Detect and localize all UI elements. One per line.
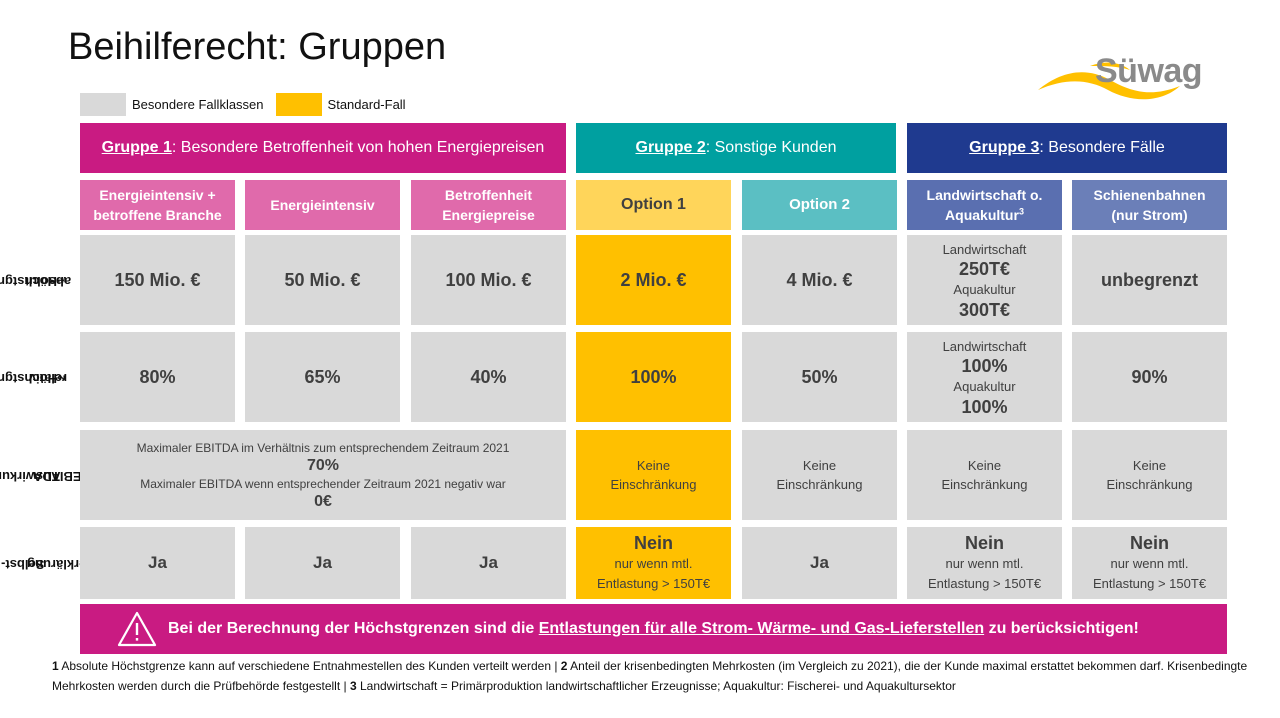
group-header-2: Gruppe 2: Sonstige Kunden — [576, 123, 896, 173]
cell-selbst-5: Ja — [742, 527, 897, 599]
row-label-absolut: Höchstgrenzeabsolut1 — [0, 273, 71, 289]
suewag-logo-swoosh-icon — [1038, 62, 1180, 100]
subheader-schienenbahnen: Schienenbahnen (nur Strom) — [1072, 180, 1227, 230]
cell-ebitda-7: Keine Einschränkung — [1072, 430, 1227, 520]
cell-ebitda-5: Keine Einschränkung — [742, 430, 897, 520]
group-header-1: Gruppe 1: Besondere Betroffenheit von ho… — [80, 123, 566, 173]
cell-relativ-5: 50% — [742, 332, 897, 422]
group-name: Gruppe 2 — [635, 139, 706, 156]
subheader-landwirtschaft: Landwirtschaft o. Aquakultur3 — [907, 180, 1062, 230]
cell-selbst-7: Nein nur wenn mtl. Entlastung > 150T€ — [1072, 527, 1227, 599]
warning-text-end: zu berücksichtigen! — [984, 620, 1139, 637]
cell-ebitda-4: Keine Einschränkung — [576, 430, 731, 520]
legend-swatch-grey — [80, 93, 126, 116]
logo-text: Süwag — [1095, 52, 1203, 90]
cell-absolut-1: 150 Mio. € — [80, 235, 235, 325]
page-title: Beihilferecht: Gruppen — [68, 26, 447, 68]
legend: Besondere Fallklassen Standard-Fall — [80, 93, 418, 116]
subheader-energieintensiv-branche: Energieintensiv + betroffene Branche — [80, 180, 235, 230]
cell-absolut-4: 2 Mio. € — [576, 235, 731, 325]
cell-relativ-4: 100% — [576, 332, 731, 422]
cell-relativ-3: 40% — [411, 332, 566, 422]
cell-ebitda-6: Keine Einschränkung — [907, 430, 1062, 520]
legend-label: Besondere Fallklassen — [132, 97, 264, 112]
cell-selbst-1: Ja — [80, 527, 235, 599]
subheader-betroffenheit: Betroffenheit Energiepreise — [411, 180, 566, 230]
cell-relativ-2: 65% — [245, 332, 400, 422]
group-name: Gruppe 3 — [969, 139, 1040, 156]
cell-selbst-6: Nein nur wenn mtl. Entlastung > 150T€ — [907, 527, 1062, 599]
group-desc: : Sonstige Kunden — [705, 139, 837, 156]
legend-label: Standard-Fall — [327, 97, 406, 112]
cell-absolut-2: 50 Mio. € — [245, 235, 400, 325]
cell-selbst-4: Nein nur wenn mtl. Entlastung > 150T€ — [576, 527, 731, 599]
cell-relativ-6: Landwirtschaft 100% Aquakultur 100% — [907, 332, 1062, 422]
warning-triangle-icon — [117, 611, 157, 647]
subheader-option-1: Option 1 — [576, 180, 731, 230]
warning-text: Bei der Berechnung der Höchstgrenzen sin… — [168, 620, 539, 637]
subheader-option-2: Option 2 — [742, 180, 897, 230]
row-label-selbsterklaerung: Selbst-erklärung — [1, 556, 87, 572]
cell-absolut-6: Landwirtschaft 250T€ Aquakultur 300T€ — [907, 235, 1062, 325]
cell-absolut-5: 4 Mio. € — [742, 235, 897, 325]
row-label-ebitda: AuswirkungEBITDA — [0, 468, 82, 484]
group-desc: : Besondere Betroffenheit von hohen Ener… — [171, 139, 545, 156]
warning-link-text: Entlastungen für alle Strom- Wärme- und … — [538, 620, 985, 637]
cell-selbst-3: Ja — [411, 527, 566, 599]
legend-swatch-yellow — [275, 93, 322, 116]
group-header-3: Gruppe 3: Besondere Fälle — [907, 123, 1227, 173]
cell-relativ-1: 80% — [80, 332, 235, 422]
group-desc: : Besondere Fälle — [1039, 139, 1165, 156]
cell-relativ-7: 90% — [1072, 332, 1227, 422]
group-name: Gruppe 1 — [101, 139, 172, 156]
cell-ebitda-merged: Maximaler EBITDA im Verhältnis zum entsp… — [80, 430, 566, 520]
warning-banner: Bei der Berechnung der Höchstgrenzen sin… — [80, 604, 1227, 654]
subheader-energieintensiv: Energieintensiv — [245, 180, 400, 230]
cell-absolut-7: unbegrenzt — [1072, 235, 1227, 325]
cell-selbst-2: Ja — [245, 527, 400, 599]
row-label-relativ: Höchstgrenzerelativ2 — [0, 370, 67, 386]
footnote: 1 Absolute Höchstgrenze kann auf verschi… — [52, 659, 1248, 693]
cell-absolut-3: 100 Mio. € — [411, 235, 566, 325]
